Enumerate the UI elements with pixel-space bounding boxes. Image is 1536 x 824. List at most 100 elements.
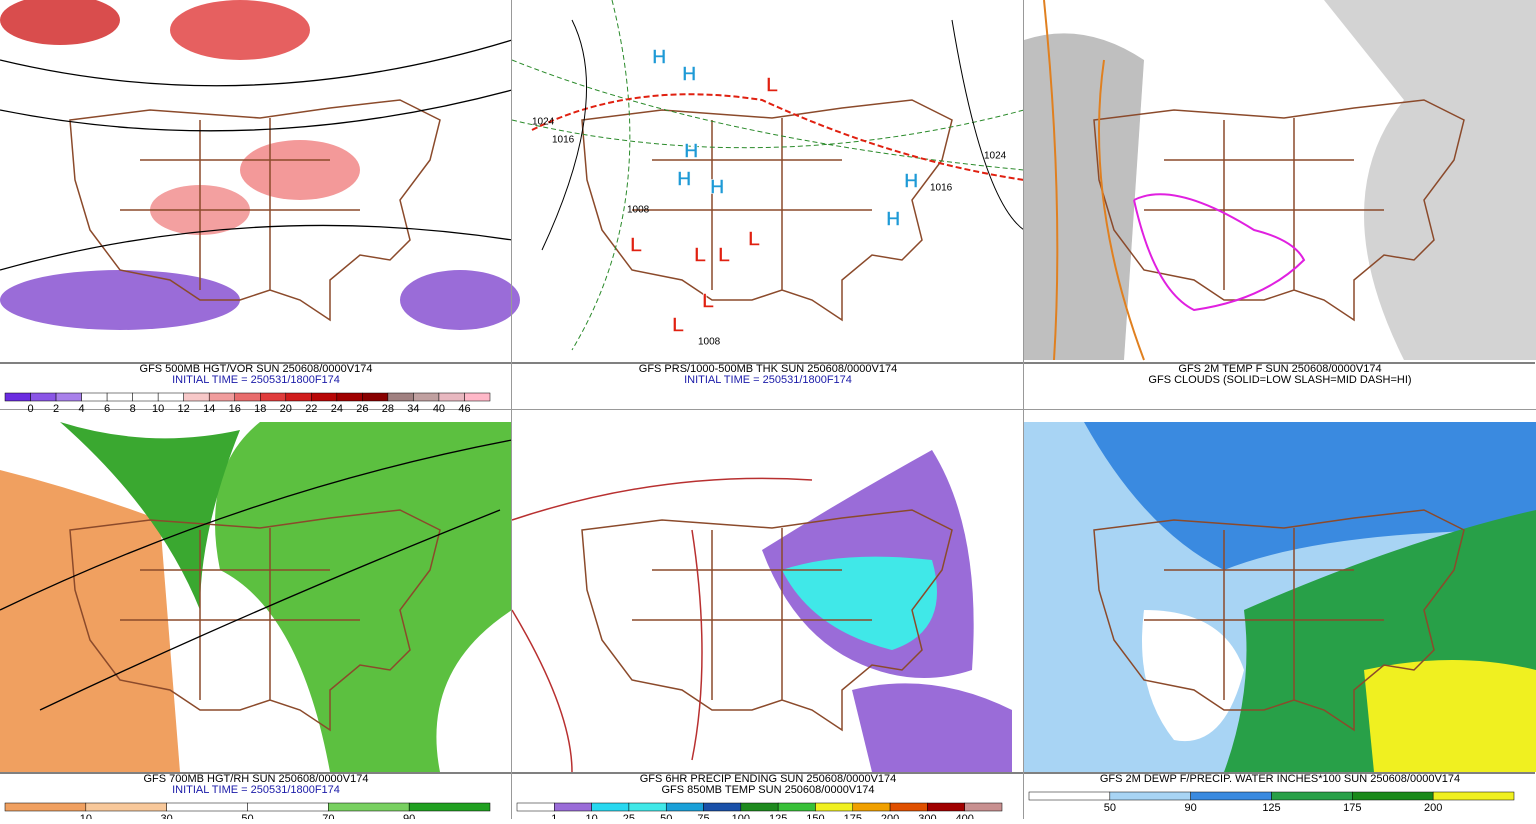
colorbar-label: 20 <box>280 403 292 415</box>
colorbar-label: 90 <box>403 813 415 819</box>
map-label: L <box>702 290 714 312</box>
map-precip <box>511 450 1012 773</box>
colorbar-swatch <box>1028 791 1111 801</box>
caption: GFS 6HR PRECIP ENDING SUN 250608/0000V17… <box>640 773 897 785</box>
colorbar-label: 34 <box>407 403 419 415</box>
caption: GFS PRS/1000-500MB THK SUN 250608/0000V1… <box>639 363 897 375</box>
colorbar-label: 30 <box>161 813 173 819</box>
colorbar-swatch <box>889 802 928 812</box>
colorbar-swatch <box>516 802 555 812</box>
colorbar-swatch <box>166 802 248 812</box>
colorbar-swatch <box>777 802 816 812</box>
map-label: H <box>677 168 691 190</box>
colorbar-swatch <box>591 802 630 812</box>
colorbar-label: 90 <box>1185 802 1197 814</box>
colorbar-label: 70 <box>322 813 334 819</box>
colorbar-swatch <box>927 802 965 812</box>
colorbar-label: 40 <box>433 403 445 415</box>
colorbar-label: 2 <box>53 403 59 415</box>
colorbar-swatch <box>4 392 31 402</box>
colorbar-swatch <box>413 392 440 402</box>
caption: INITIAL TIME = 250531/1800F174 <box>172 784 340 796</box>
colorbar-swatch <box>4 802 87 812</box>
colorbar-swatch <box>81 392 108 402</box>
colorbar-label: 50 <box>241 813 253 819</box>
map-label: 1008 <box>698 337 721 348</box>
caption: GFS 500MB HGT/VOR SUN 250608/0000V174 <box>140 363 373 375</box>
caption: GFS 2M TEMP F SUN 250608/0000V174 <box>1178 363 1381 375</box>
colorbar-swatch <box>106 392 133 402</box>
colorbar-label: 1 <box>551 813 557 819</box>
colorbar-swatch <box>311 392 338 402</box>
colorbar-swatch <box>247 802 329 812</box>
colorbar-swatch <box>1190 791 1272 801</box>
colorbar-label: 175 <box>844 813 862 819</box>
colorbar-label: 125 <box>1262 802 1280 814</box>
colorbar-swatch <box>815 802 854 812</box>
colorbar-swatch <box>260 392 287 402</box>
colorbar-swatch <box>157 392 184 402</box>
colorbar-swatch <box>208 392 235 402</box>
map-label: 1024 <box>984 151 1007 162</box>
colorbar-label: 25 <box>623 813 635 819</box>
colorbar-label: 14 <box>203 403 215 415</box>
colorbar-swatch <box>964 802 1003 812</box>
colorbar-swatch <box>665 802 704 812</box>
colorbar-label: 12 <box>178 403 190 415</box>
colorbar-swatch <box>1109 791 1191 801</box>
colorbar-swatch <box>438 392 465 402</box>
map-vorticity <box>0 0 520 330</box>
map-label: L <box>630 234 642 256</box>
colorbar-swatch <box>285 392 312 402</box>
colorbar-label: 24 <box>331 403 343 415</box>
colorbar-label: 400 <box>956 813 974 819</box>
colorbar-swatch <box>30 392 57 402</box>
map-temperature <box>1024 0 1536 361</box>
colorbar-label: 22 <box>305 403 317 415</box>
map-label: L <box>672 314 684 336</box>
colorbar-swatch <box>1432 791 1515 801</box>
colorbar-swatch <box>55 392 82 402</box>
colorbar-label: 10 <box>585 813 597 819</box>
colorbar-label: 175 <box>1343 802 1361 814</box>
colorbar-swatch <box>132 392 159 402</box>
map-label: 1008 <box>627 205 650 216</box>
colorbar-label: 6 <box>104 403 110 415</box>
map-label: 1016 <box>930 183 953 194</box>
colorbar-swatch <box>328 802 410 812</box>
caption: INITIAL TIME = 250531/1800F174 <box>684 374 852 386</box>
colorbar-label: 100 <box>732 813 750 819</box>
colorbar-swatch <box>740 802 779 812</box>
map-label: 1016 <box>552 135 575 146</box>
caption: GFS CLOUDS (SOLID=LOW SLASH=MID DASH=HI) <box>1148 374 1411 386</box>
caption: INITIAL TIME = 250531/1800F174 <box>172 374 340 386</box>
colorbar-swatch <box>703 802 742 812</box>
map-label: 1024 <box>532 117 555 128</box>
map-label: L <box>718 244 730 266</box>
colorbar-swatch <box>362 392 389 402</box>
colorbar-swatch <box>387 392 414 402</box>
colorbar-swatch <box>554 802 592 812</box>
colorbar-label: 28 <box>382 403 394 415</box>
colorbar-label: 46 <box>458 403 470 415</box>
colorbar-label: 10 <box>80 813 92 819</box>
colorbar-label: 16 <box>229 403 241 415</box>
colorbar-swatch <box>464 392 491 402</box>
colorbar-label: 125 <box>769 813 787 819</box>
colorbar-label: 75 <box>697 813 709 819</box>
colorbar-swatch <box>1271 791 1353 801</box>
caption: GFS 2M DEWP F/PRECIP. WATER INCHES*100 S… <box>1100 773 1460 785</box>
colorbar-label: 26 <box>356 403 368 415</box>
colorbar-swatch <box>408 802 491 812</box>
map-label: H <box>652 46 666 68</box>
map-label: H <box>904 170 918 192</box>
map-label: L <box>748 228 760 250</box>
map-label: L <box>766 74 778 96</box>
colorbar-label: 300 <box>918 813 936 819</box>
colorbar-label: 200 <box>1424 802 1442 814</box>
map-label: H <box>886 208 900 230</box>
colorbar-swatch <box>336 392 363 402</box>
map-dewpoint <box>1024 422 1536 772</box>
colorbar-label: 18 <box>254 403 266 415</box>
